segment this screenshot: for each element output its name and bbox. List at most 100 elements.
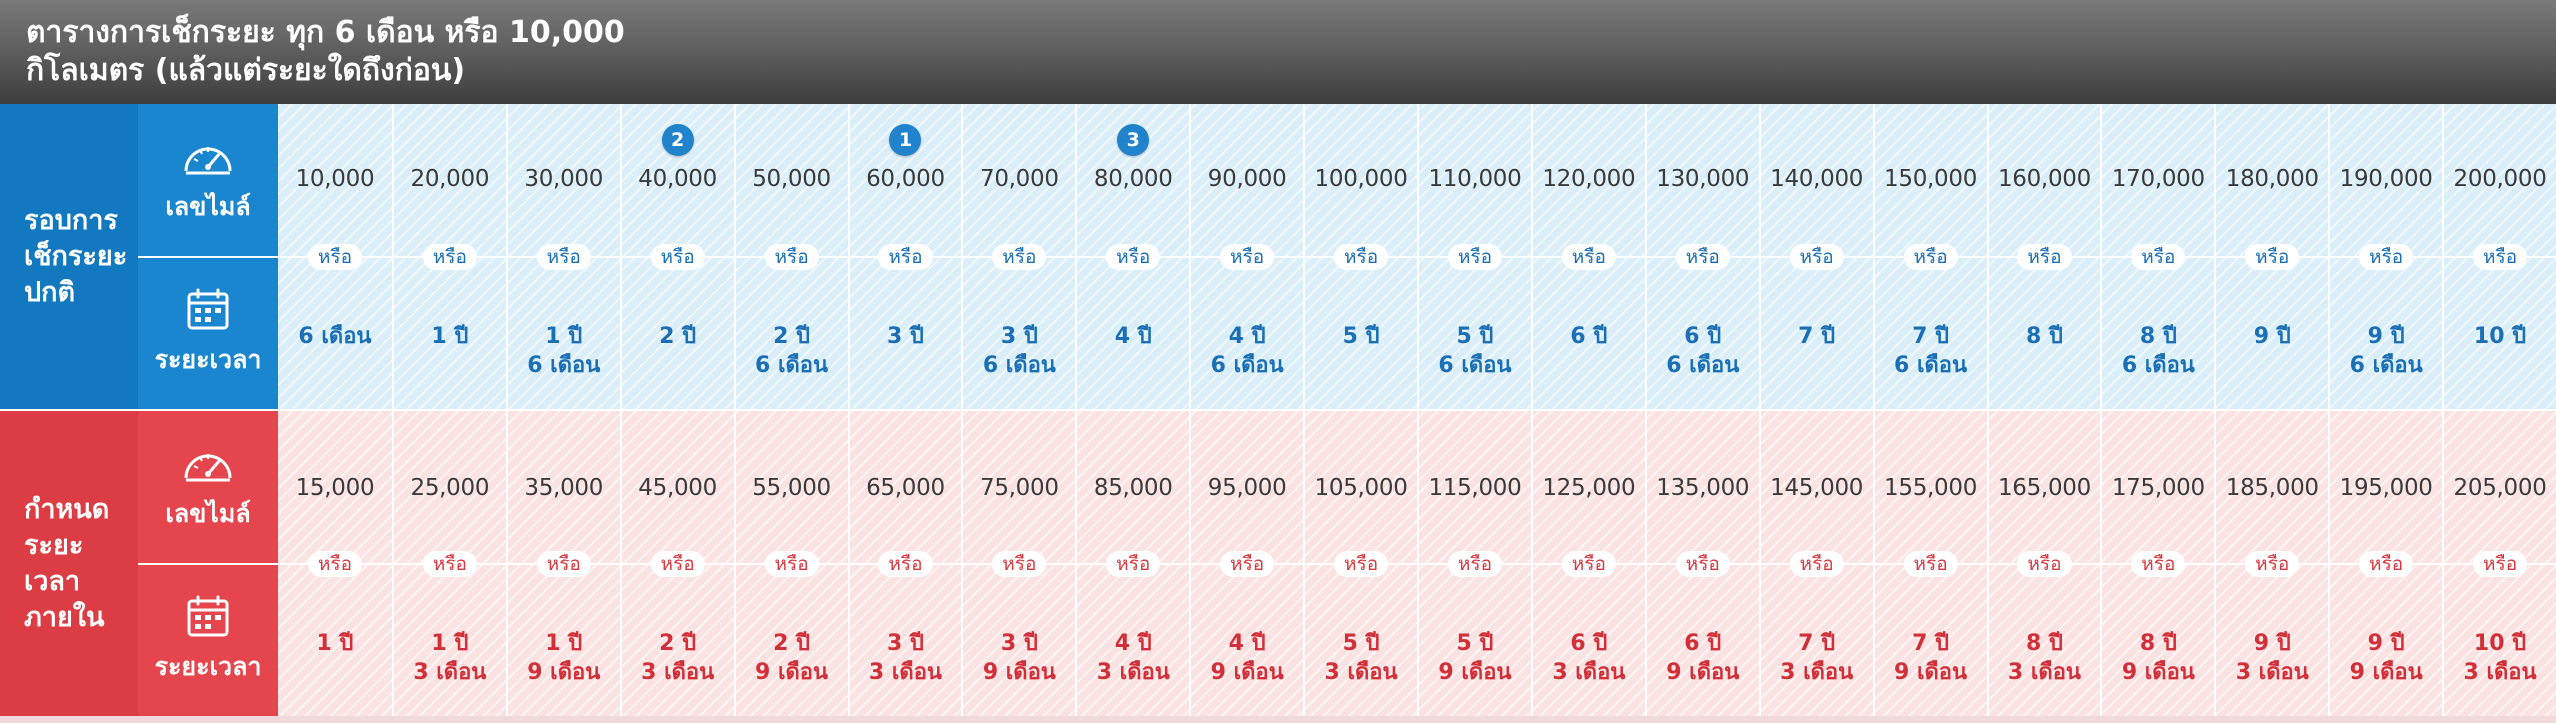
mileage-value: 60,000: [866, 166, 945, 192]
time-value-line: 9 เดือน: [527, 660, 601, 685]
schedule-column: 200,000 หรือ 10 ปี: [2442, 104, 2556, 409]
time-value: 9 ปี: [2216, 322, 2328, 351]
mileage-value: 205,000: [2453, 475, 2547, 501]
or-pill: หรือ: [2017, 551, 2072, 577]
time-value: 5 ปี 3 เดือน: [1305, 629, 1417, 687]
mileage-value: 130,000: [1656, 166, 1750, 192]
section-label-line: ภายใน: [24, 601, 105, 633]
time-value-line: 7 ปี: [1912, 631, 1949, 656]
section-normal-check: รอบการ เช็กระยะ ปกติ เลขไมล์: [0, 104, 2556, 409]
schedule-column: 115,000 หรือ 5 ปี 9 เดือน: [1417, 411, 1531, 716]
time-value: 7 ปี 9 เดือน: [1875, 629, 1987, 687]
time-value: 6 เดือน: [278, 322, 392, 351]
mileage-value: 95,000: [1207, 475, 1287, 501]
time-value-line: 1 ปี: [431, 631, 469, 656]
or-pill: หรือ: [2017, 244, 2072, 270]
time-value: 5 ปี: [1305, 322, 1417, 351]
schedule-column: 85,000 หรือ 4 ปี 3 เดือน: [1075, 411, 1189, 716]
time-value-line: 9 เดือน: [1666, 660, 1740, 685]
time-value-line: 9 เดือน: [1894, 660, 1968, 685]
time-value: 6 ปี 9 เดือน: [1647, 629, 1759, 687]
time-value: 3 ปี 6 เดือน: [963, 322, 1075, 380]
time-value: 8 ปี 6 เดือน: [2102, 322, 2214, 380]
time-value-line: 3 เดือน: [641, 660, 715, 685]
or-pill: หรือ: [1903, 551, 1958, 577]
schedule-column: 45,000 หรือ 2 ปี 3 เดือน: [619, 411, 734, 716]
time-value-line: 4 ปี: [1228, 631, 1266, 656]
or-pill: หรือ: [764, 244, 819, 270]
speedometer-icon: [184, 454, 232, 482]
calendar-icon: [187, 288, 229, 330]
mileage-value: 105,000: [1314, 475, 1408, 501]
or-pill: หรือ: [1106, 244, 1161, 270]
or-pill: หรือ: [536, 244, 591, 270]
divider: [138, 256, 278, 258]
mileage-label: เลขไมล์: [165, 192, 251, 221]
or-pill: หรือ: [1220, 244, 1275, 270]
or-pill: หรือ: [1106, 551, 1161, 577]
or-pill: หรือ: [422, 244, 477, 270]
time-value-line: 1 ปี: [431, 324, 469, 349]
schedule-column: 2 40,000 หรือ 2 ปี: [619, 104, 734, 409]
mileage-value: 170,000: [2111, 166, 2205, 192]
section-label-normal: รอบการ เช็กระยะ ปกติ: [0, 104, 138, 409]
time-value-line: 7 ปี: [1912, 324, 1949, 349]
mileage-value: 110,000: [1428, 166, 1522, 192]
header-title-line1: ตารางการเช็กระยะ ทุก 6 เดือน หรือ 10,000: [26, 15, 625, 50]
schedule-column: 125,000 หรือ 6 ปี 3 เดือน: [1530, 411, 1645, 716]
mileage-value: 65,000: [866, 475, 945, 501]
time-value-line: 9 ปี: [2253, 631, 2291, 656]
schedule-column: 15,000 หรือ 1 ปี: [278, 411, 392, 716]
time-value-line: 5 ปี: [1456, 631, 1494, 656]
schedule-column: 155,000 หรือ 7 ปี 9 เดือน: [1872, 411, 1987, 716]
time-value: 7 ปี 3 เดือน: [1761, 629, 1873, 687]
time-value-line: 9 เดือน: [2349, 660, 2423, 685]
schedule-column: 25,000 หรือ 1 ปี 3 เดือน: [391, 411, 506, 716]
or-pill: หรือ: [1675, 244, 1730, 270]
time-value-line: 1 ปี: [316, 631, 354, 656]
time-value: 4 ปี 9 เดือน: [1191, 629, 1303, 687]
schedule-column: 175,000 หรือ 8 ปี 9 เดือน: [2100, 411, 2214, 716]
or-pill: หรือ: [2472, 551, 2528, 577]
time-value: 6 ปี: [1533, 322, 1645, 351]
time-value-line: 6 ปี: [1684, 631, 1722, 656]
time-value: 8 ปี 9 เดือน: [2102, 629, 2214, 687]
mileage-value: 75,000: [979, 475, 1059, 501]
schedule-column: 3 80,000 หรือ 4 ปี: [1075, 104, 1189, 409]
time-value-line: 3 เดือน: [2235, 660, 2309, 685]
time-value: 2 ปี 9 เดือน: [736, 629, 848, 687]
time-value: 2 ปี 6 เดือน: [736, 322, 848, 380]
schedule-column: 20,000 หรือ 1 ปี: [391, 104, 506, 409]
mileage-value: 190,000: [2339, 166, 2433, 192]
time-value-line: 9 ปี: [2367, 324, 2405, 349]
or-pill: หรือ: [1561, 244, 1616, 270]
section-label-line: ปกติ: [24, 276, 76, 308]
time-value-line: 3 เดือน: [2463, 660, 2537, 685]
mileage-value: 125,000: [1542, 475, 1636, 501]
mileage-value: 180,000: [2225, 166, 2319, 192]
mileage-value: 185,000: [2225, 475, 2319, 501]
schedule-column: 1 60,000 หรือ 3 ปี: [847, 104, 962, 409]
mileage-row-label: เลขไมล์: [138, 104, 278, 256]
section-label-line: รอบการ: [24, 204, 118, 236]
step-badge: 1: [889, 124, 922, 156]
schedule-column: 205,000 หรือ 10 ปี 3 เดือน: [2442, 411, 2556, 716]
mileage-value: 175,000: [2111, 475, 2205, 501]
time-value-line: 6 เดือน: [298, 324, 372, 349]
or-pill: หรือ: [2359, 551, 2414, 577]
schedule-column: 120,000 หรือ 6 ปี: [1530, 104, 1645, 409]
time-value-line: 8 ปี: [2025, 631, 2063, 656]
or-pill: หรือ: [650, 244, 705, 270]
time-value-line: 6 ปี: [1570, 631, 1608, 656]
schedule-column: 10,000 หรือ 6 เดือน: [278, 104, 392, 409]
mileage-value: 20,000: [410, 166, 490, 192]
time-value-line: 9 เดือน: [1210, 660, 1284, 685]
time-value-line: 9 ปี: [2253, 324, 2291, 349]
schedule-column: 50,000 หรือ 2 ปี 6 เดือน: [733, 104, 848, 409]
header-title-line2: กิโลเมตร (แล้วแต่ระยะใดถึงก่อน): [26, 53, 466, 88]
or-pill: หรือ: [2245, 551, 2300, 577]
mileage-value: 135,000: [1656, 475, 1750, 501]
or-pill: หรือ: [2131, 551, 2186, 577]
time-value: 7 ปี: [1761, 322, 1873, 351]
sub-labels-deadline: เลขไมล์ ระยะเวลา: [138, 411, 278, 716]
